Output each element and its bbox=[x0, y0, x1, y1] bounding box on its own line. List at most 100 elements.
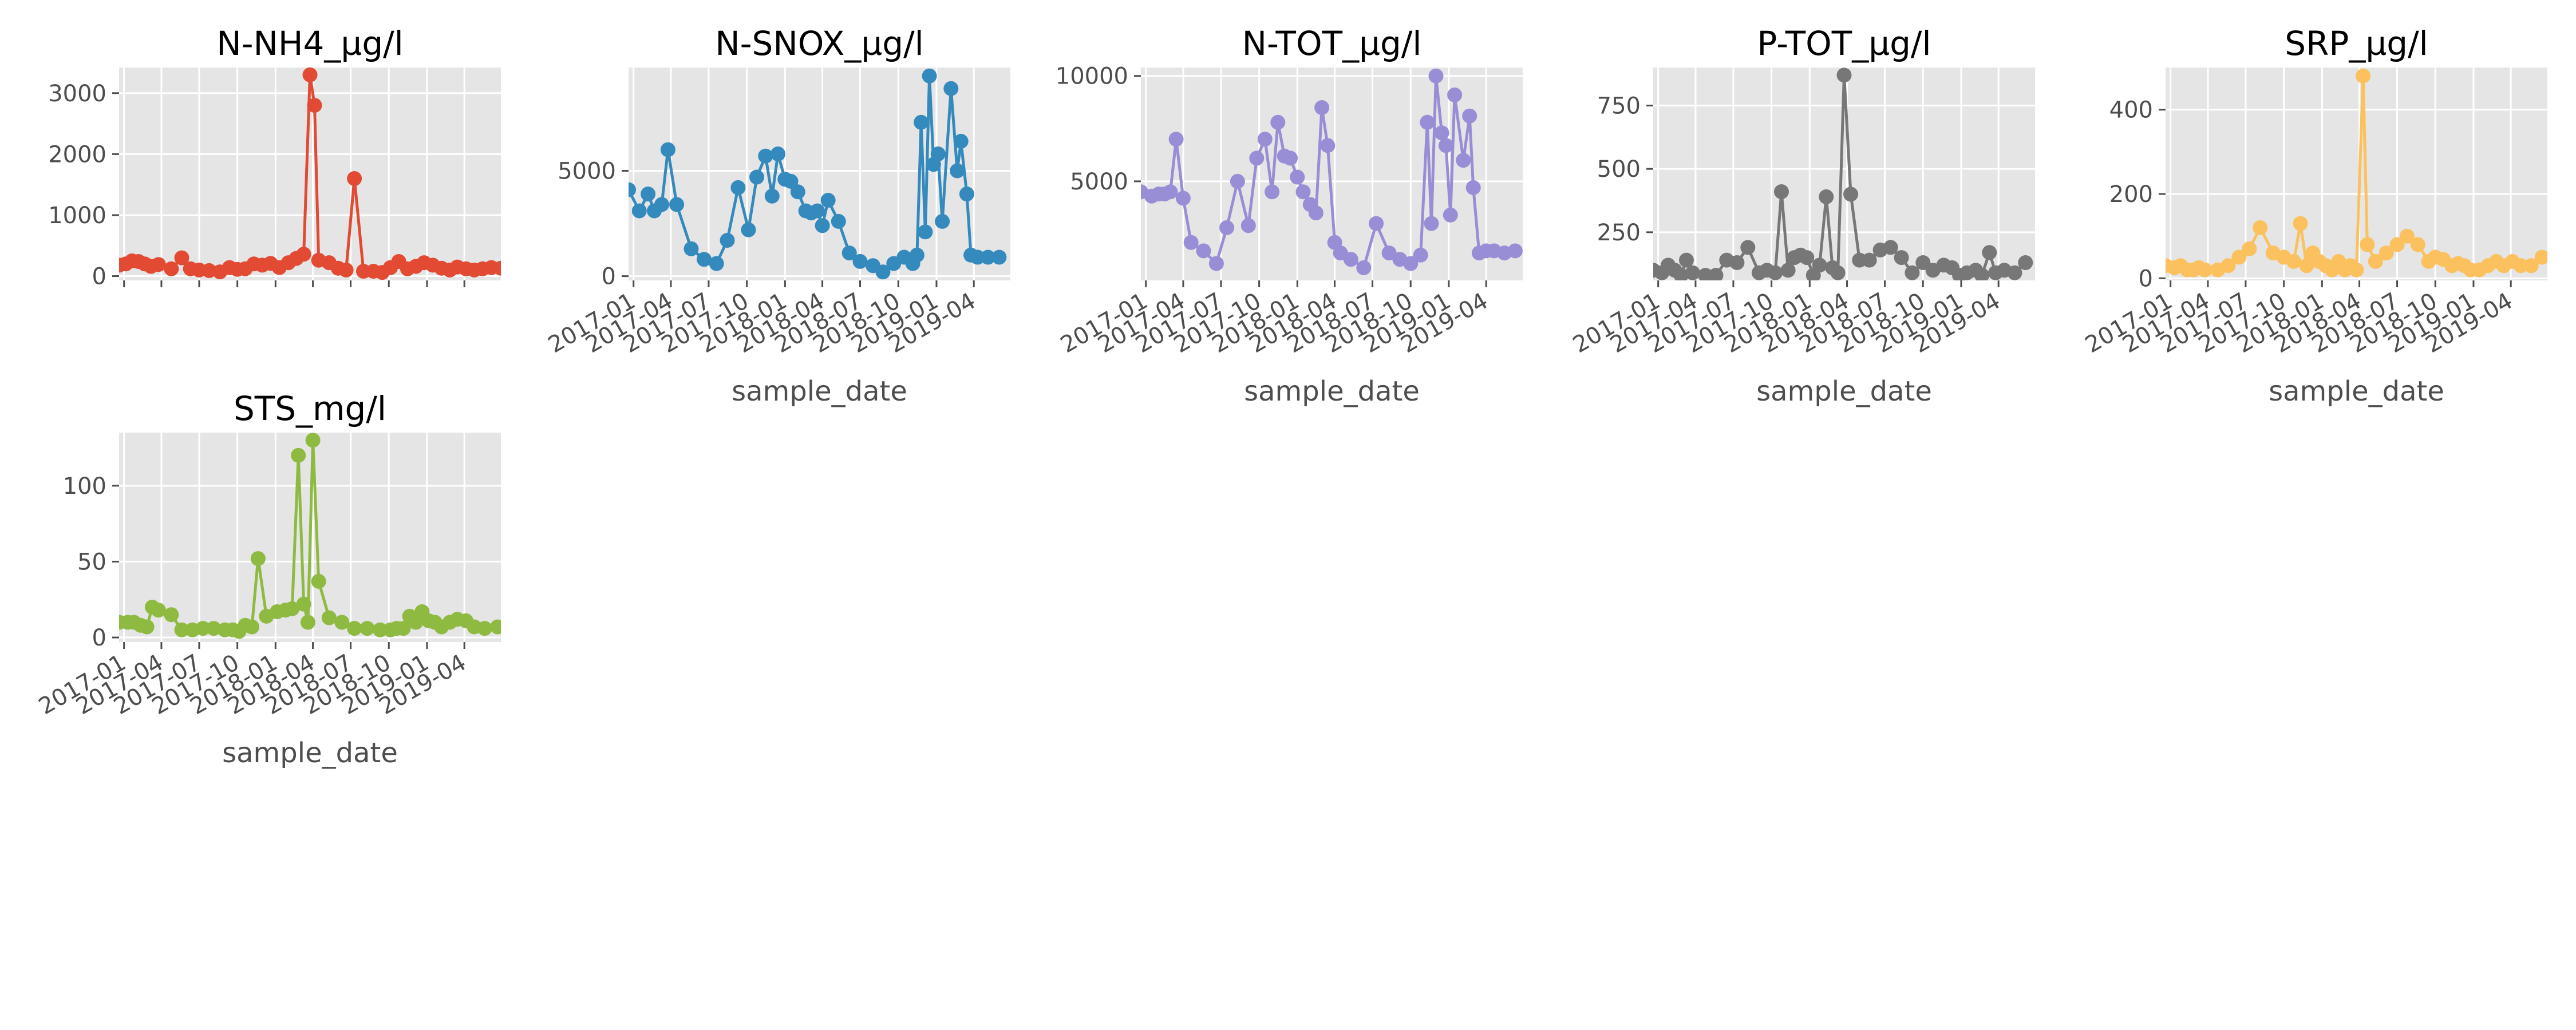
data-point bbox=[2018, 255, 2033, 270]
data-point bbox=[151, 603, 166, 618]
data-point bbox=[2286, 253, 2301, 269]
data-point bbox=[307, 98, 322, 113]
data-point bbox=[1428, 68, 1444, 84]
data-point bbox=[1219, 220, 1235, 235]
x-axis-label: sample_date bbox=[732, 375, 907, 407]
data-point bbox=[1456, 153, 1471, 168]
subplot-1: N-NH4_µg/l 0 1000 2000 3000 bbox=[48, 24, 501, 290]
data-point bbox=[1462, 108, 1477, 124]
data-point bbox=[683, 241, 699, 256]
data-point bbox=[1343, 252, 1358, 267]
data-point bbox=[841, 245, 857, 261]
data-point bbox=[1320, 138, 1336, 153]
data-point bbox=[1799, 250, 1815, 266]
y-tick-label: 3000 bbox=[48, 81, 106, 107]
data-point bbox=[359, 621, 375, 636]
data-point bbox=[1507, 243, 1523, 259]
data-point bbox=[206, 621, 222, 636]
data-point bbox=[1465, 180, 1481, 195]
data-point bbox=[783, 173, 799, 189]
data-point bbox=[1183, 235, 1199, 250]
data-point bbox=[831, 213, 846, 229]
data-point bbox=[2293, 216, 2308, 231]
data-point bbox=[2410, 237, 2425, 252]
data-point bbox=[300, 615, 315, 630]
data-point bbox=[1812, 258, 1827, 273]
data-point bbox=[2360, 237, 2375, 252]
data-point bbox=[1295, 184, 1311, 200]
data-point bbox=[741, 222, 756, 237]
y-tick-label: 250 bbox=[1597, 220, 1641, 246]
data-point bbox=[2242, 241, 2257, 256]
data-point bbox=[1894, 250, 1909, 266]
data-point bbox=[1270, 114, 1286, 130]
data-point bbox=[1424, 216, 1439, 231]
data-point bbox=[1230, 173, 1245, 189]
data-point bbox=[953, 133, 969, 149]
data-point bbox=[1369, 216, 1384, 231]
chart-title: N-TOT_µg/l bbox=[1242, 24, 1422, 63]
data-point bbox=[151, 257, 166, 272]
data-point bbox=[809, 203, 825, 219]
data-point bbox=[2007, 265, 2022, 280]
data-point bbox=[1843, 187, 1859, 202]
y-tick-label: 2000 bbox=[48, 141, 106, 168]
chart-title: N-SNOX_µg/l bbox=[715, 24, 924, 63]
data-point bbox=[1403, 256, 1419, 271]
data-point bbox=[2349, 262, 2364, 278]
series-group bbox=[2166, 68, 2547, 278]
data-point bbox=[930, 146, 946, 161]
chart-title: P-TOT_µg/l bbox=[1757, 24, 1931, 63]
data-point bbox=[991, 249, 1007, 265]
series-group bbox=[119, 433, 501, 639]
series-group bbox=[1141, 68, 1523, 275]
data-point bbox=[922, 68, 937, 84]
data-point bbox=[709, 256, 724, 271]
data-point bbox=[2356, 68, 2371, 84]
data-point bbox=[1819, 189, 1834, 204]
data-point bbox=[1240, 218, 1256, 233]
data-point bbox=[311, 573, 326, 589]
data-point bbox=[1438, 138, 1453, 153]
data-point bbox=[1774, 184, 1789, 199]
data-point bbox=[373, 622, 388, 637]
y-tick-label: 500 bbox=[1597, 156, 1641, 183]
data-point bbox=[2221, 258, 2236, 274]
data-point bbox=[918, 224, 933, 240]
data-point bbox=[338, 262, 354, 278]
y-tick-label: 400 bbox=[2109, 97, 2153, 124]
y-tick-label: 0 bbox=[2139, 266, 2153, 292]
y-tick-label: 5000 bbox=[558, 158, 616, 184]
data-point bbox=[1708, 268, 1724, 280]
data-point bbox=[950, 163, 965, 179]
data-point bbox=[1308, 205, 1323, 221]
data-point bbox=[1413, 247, 1428, 263]
data-point bbox=[1443, 207, 1458, 223]
data-point bbox=[1679, 252, 1694, 268]
data-point bbox=[1175, 191, 1191, 206]
data-point bbox=[2379, 245, 2394, 261]
data-point bbox=[943, 81, 959, 96]
data-point bbox=[1168, 132, 1184, 147]
data-point bbox=[654, 197, 669, 212]
data-point bbox=[321, 610, 337, 625]
data-point bbox=[1905, 265, 1920, 280]
data-point bbox=[2389, 237, 2405, 252]
data-point bbox=[1314, 100, 1330, 115]
data-point bbox=[2231, 249, 2247, 265]
data-point bbox=[1673, 268, 1689, 280]
data-point bbox=[1249, 150, 1265, 166]
y-tick-label: 0 bbox=[602, 264, 616, 290]
data-point bbox=[1685, 265, 1700, 280]
data-point bbox=[875, 264, 891, 280]
data-point bbox=[2197, 262, 2212, 278]
x-axis-label: sample_date bbox=[222, 737, 398, 769]
data-point bbox=[291, 447, 306, 463]
data-point bbox=[493, 260, 501, 276]
data-point bbox=[296, 596, 311, 612]
data-point bbox=[334, 615, 350, 630]
data-point bbox=[2368, 253, 2383, 269]
data-point bbox=[244, 619, 259, 635]
data-point bbox=[2523, 258, 2539, 274]
data-point bbox=[250, 551, 266, 566]
